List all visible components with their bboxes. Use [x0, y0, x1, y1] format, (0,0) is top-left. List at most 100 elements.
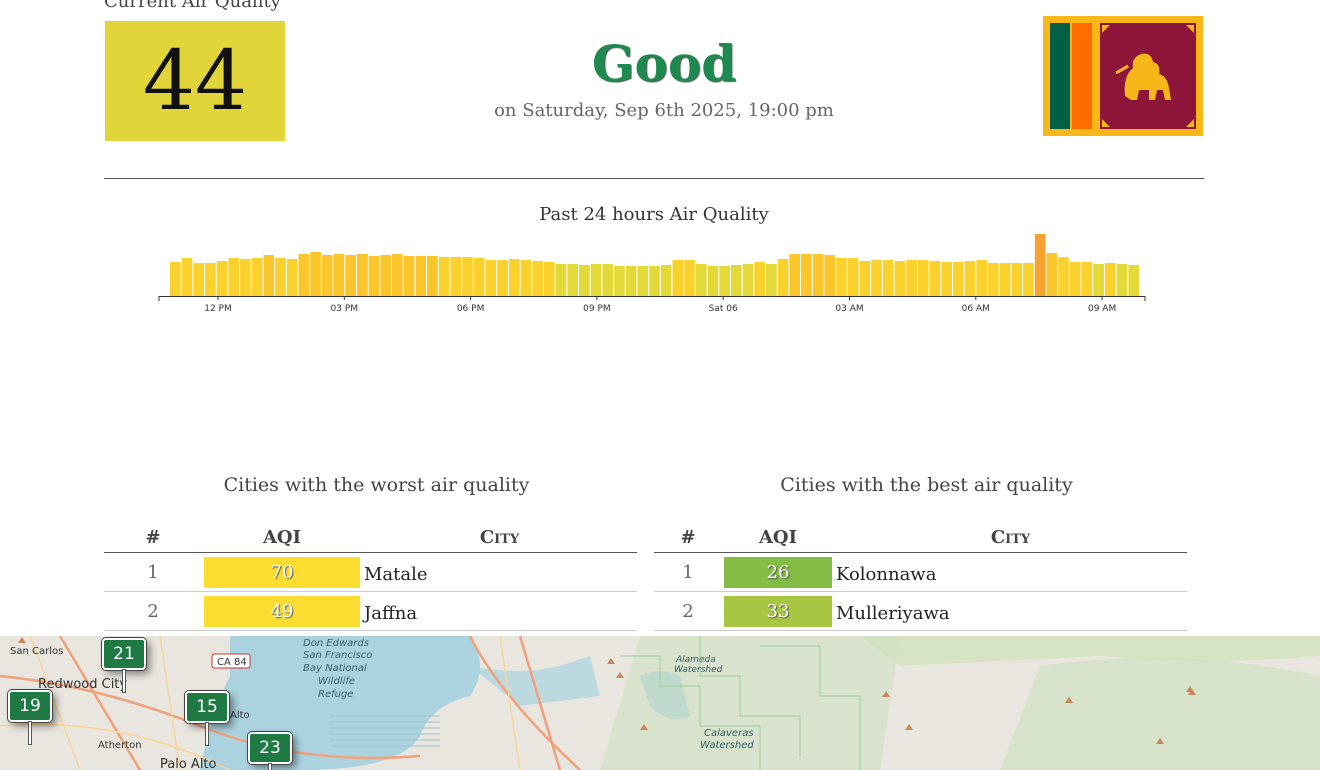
svg-text:San Francisco: San Francisco — [303, 650, 372, 661]
air-quality-map[interactable]: San Carlos Redwood City Atherton Palo Al… — [0, 636, 1320, 770]
chart-bar — [1128, 265, 1139, 296]
chart-bar — [801, 254, 812, 296]
chart-bar — [707, 266, 719, 296]
chart-bar — [988, 263, 999, 296]
svg-text:San Carlos: San Carlos — [10, 646, 63, 657]
aqi-badge: 70 — [204, 556, 360, 588]
chart-bar — [392, 254, 403, 296]
current-aqi-value: 44 — [105, 21, 285, 141]
aqi-header: AQI — [202, 522, 362, 553]
chart-bar — [590, 264, 602, 296]
rank-cell: 2 — [104, 591, 202, 631]
chart-bar — [894, 261, 906, 296]
chart-bar — [836, 258, 847, 296]
chart-bar — [345, 255, 356, 296]
aqi-badge: 33 — [724, 595, 832, 627]
chart-bar — [777, 259, 789, 296]
city-link[interactable]: Mulleriyawa — [834, 591, 1187, 631]
city-link[interactable]: Matale — [362, 552, 637, 592]
table-row: 2 33 Mulleriyawa — [654, 591, 1187, 631]
chart-bar — [170, 262, 181, 296]
aqi-header: AQI — [722, 522, 834, 553]
chart-bar — [532, 261, 543, 296]
chart-bar — [719, 266, 730, 296]
svg-text:Palo Alto: Palo Alto — [160, 757, 217, 770]
chart-bar — [286, 259, 298, 296]
chart-bar — [999, 263, 1011, 296]
divider — [104, 178, 1204, 179]
chart-bar — [917, 260, 929, 296]
chart-bar — [193, 263, 205, 296]
svg-text:Alameda: Alameda — [675, 655, 716, 665]
aqi-history-chart: 12 PM 03 PM 06 PM 09 PM Sat 06 03 AM 06 AM 09 A… — [158, 234, 1146, 314]
chart-bar — [964, 261, 976, 296]
city-link[interactable]: Kolonnawa — [834, 552, 1187, 592]
chart-bar — [368, 256, 380, 296]
chart-bar — [462, 257, 473, 296]
chart-bar — [228, 258, 240, 296]
chart-bar — [637, 266, 649, 296]
timestamp: on Saturday, Sep 6th 2025, 19:00 pm — [494, 100, 834, 121]
svg-text:Watershed: Watershed — [700, 740, 754, 751]
svg-text:Atherton: Atherton — [98, 740, 142, 751]
map-marker[interactable]: 19 — [8, 690, 52, 744]
chart-bar — [929, 261, 941, 296]
chart-bar — [356, 254, 368, 296]
chart-bar — [275, 258, 286, 296]
chart-bar — [906, 260, 917, 296]
chart-bar — [1046, 253, 1058, 296]
map-marker[interactable]: 21 — [102, 638, 146, 692]
chart-bar — [672, 260, 684, 296]
x-tick-label: 06 AM — [962, 304, 990, 314]
chart-bar — [1011, 263, 1023, 296]
svg-text:Alto: Alto — [230, 710, 250, 721]
chart-bar — [742, 264, 754, 296]
chart-bar — [859, 261, 871, 296]
rank-cell: 1 — [654, 552, 722, 592]
chart-bar — [310, 252, 321, 296]
chart-bar — [602, 264, 614, 296]
aqi-status: Good — [591, 34, 737, 93]
chart-bar — [649, 266, 660, 296]
chart-bar — [1023, 263, 1034, 296]
chart-bar — [625, 266, 637, 296]
chart-bar — [485, 260, 497, 296]
svg-text:CA 84: CA 84 — [217, 657, 247, 668]
chart-bar — [882, 260, 894, 296]
map-marker[interactable]: 23 — [248, 732, 292, 770]
chart-bar — [438, 257, 450, 296]
chart-bar — [508, 259, 520, 296]
chart-bar — [403, 256, 415, 296]
sri-lanka-flag — [1043, 16, 1203, 136]
chart-bar — [555, 264, 567, 296]
chart-bar — [333, 254, 345, 296]
chart-bar — [380, 255, 392, 296]
chart-bar — [824, 255, 836, 296]
chart-bar — [754, 262, 766, 296]
best-cities-table: # AQI City 1 26 Kolonnawa 2 33 Mulleriya… — [654, 522, 1187, 631]
chart-bar — [520, 260, 532, 296]
chart-bar — [1081, 262, 1093, 296]
x-tick-label: 03 PM — [331, 304, 359, 314]
svg-text:Bay National: Bay National — [303, 663, 367, 674]
chart-bar — [1069, 262, 1081, 296]
svg-text:Watershed: Watershed — [674, 665, 723, 675]
map-marker[interactable]: 15 — [185, 691, 229, 745]
city-header: City — [834, 522, 1187, 553]
chart-bar — [240, 259, 251, 296]
aqi-badge: 49 — [204, 595, 360, 627]
x-tick-label: 03 AM — [835, 304, 863, 314]
aqi-badge: 26 — [724, 556, 832, 588]
x-tick-label: 12 PM — [204, 304, 232, 314]
chart-bar — [953, 262, 964, 296]
chart-bar — [976, 260, 988, 296]
chart-bar — [473, 258, 485, 296]
chart-bar — [847, 258, 859, 296]
chart-bar — [1034, 234, 1046, 296]
best-cities-title: Cities with the best air quality — [780, 474, 1073, 496]
chart-bar — [1116, 264, 1128, 296]
chart-bar — [614, 266, 625, 296]
chart-bar — [181, 258, 193, 296]
city-link[interactable]: Jaffna — [362, 591, 637, 631]
svg-text:Don Edwards: Don Edwards — [303, 638, 369, 649]
